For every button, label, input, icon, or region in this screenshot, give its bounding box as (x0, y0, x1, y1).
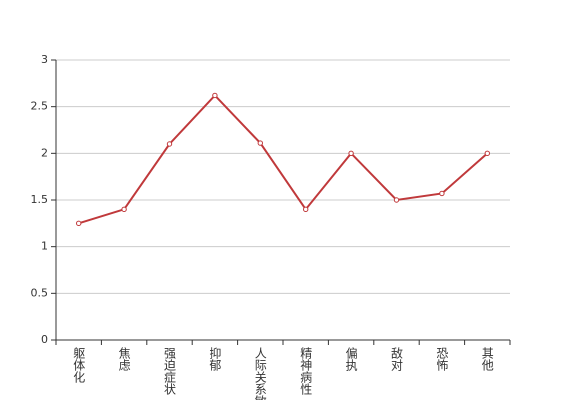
x-tick-label: 精神病性 (299, 347, 313, 396)
x-tick-label: 强迫症状 (163, 347, 177, 395)
line (78, 94, 488, 225)
point (393, 197, 400, 203)
point (166, 141, 173, 147)
x-tick-label: 抑郁 (208, 346, 222, 372)
y-tick-label: 0.5 (31, 286, 49, 299)
x-tick-label: 偏执 (344, 346, 358, 372)
x-tick-label: 躯体化 (72, 346, 86, 384)
point (257, 140, 263, 146)
y-tick-label: 1.5 (31, 193, 49, 206)
point (303, 206, 309, 213)
point (348, 150, 354, 157)
point (121, 206, 127, 213)
point (484, 150, 490, 157)
y-tick-label: 2.5 (31, 100, 49, 113)
point (212, 92, 218, 99)
x-tick-label: 恐怖 (435, 347, 449, 371)
x-tick-label: 焦虑 (117, 347, 131, 371)
point (439, 190, 445, 197)
y-tick-label: 2 (41, 146, 48, 159)
point (76, 220, 82, 227)
y-tick-label: 3 (41, 53, 48, 66)
y-tick-label: 0 (41, 333, 48, 346)
y-tick-label: 1 (41, 240, 48, 253)
x-tick-label: 敌对 (390, 346, 404, 371)
x-tick-label: 其他 (480, 347, 494, 371)
x-tick-label: 人际关系敏感 (253, 347, 267, 400)
